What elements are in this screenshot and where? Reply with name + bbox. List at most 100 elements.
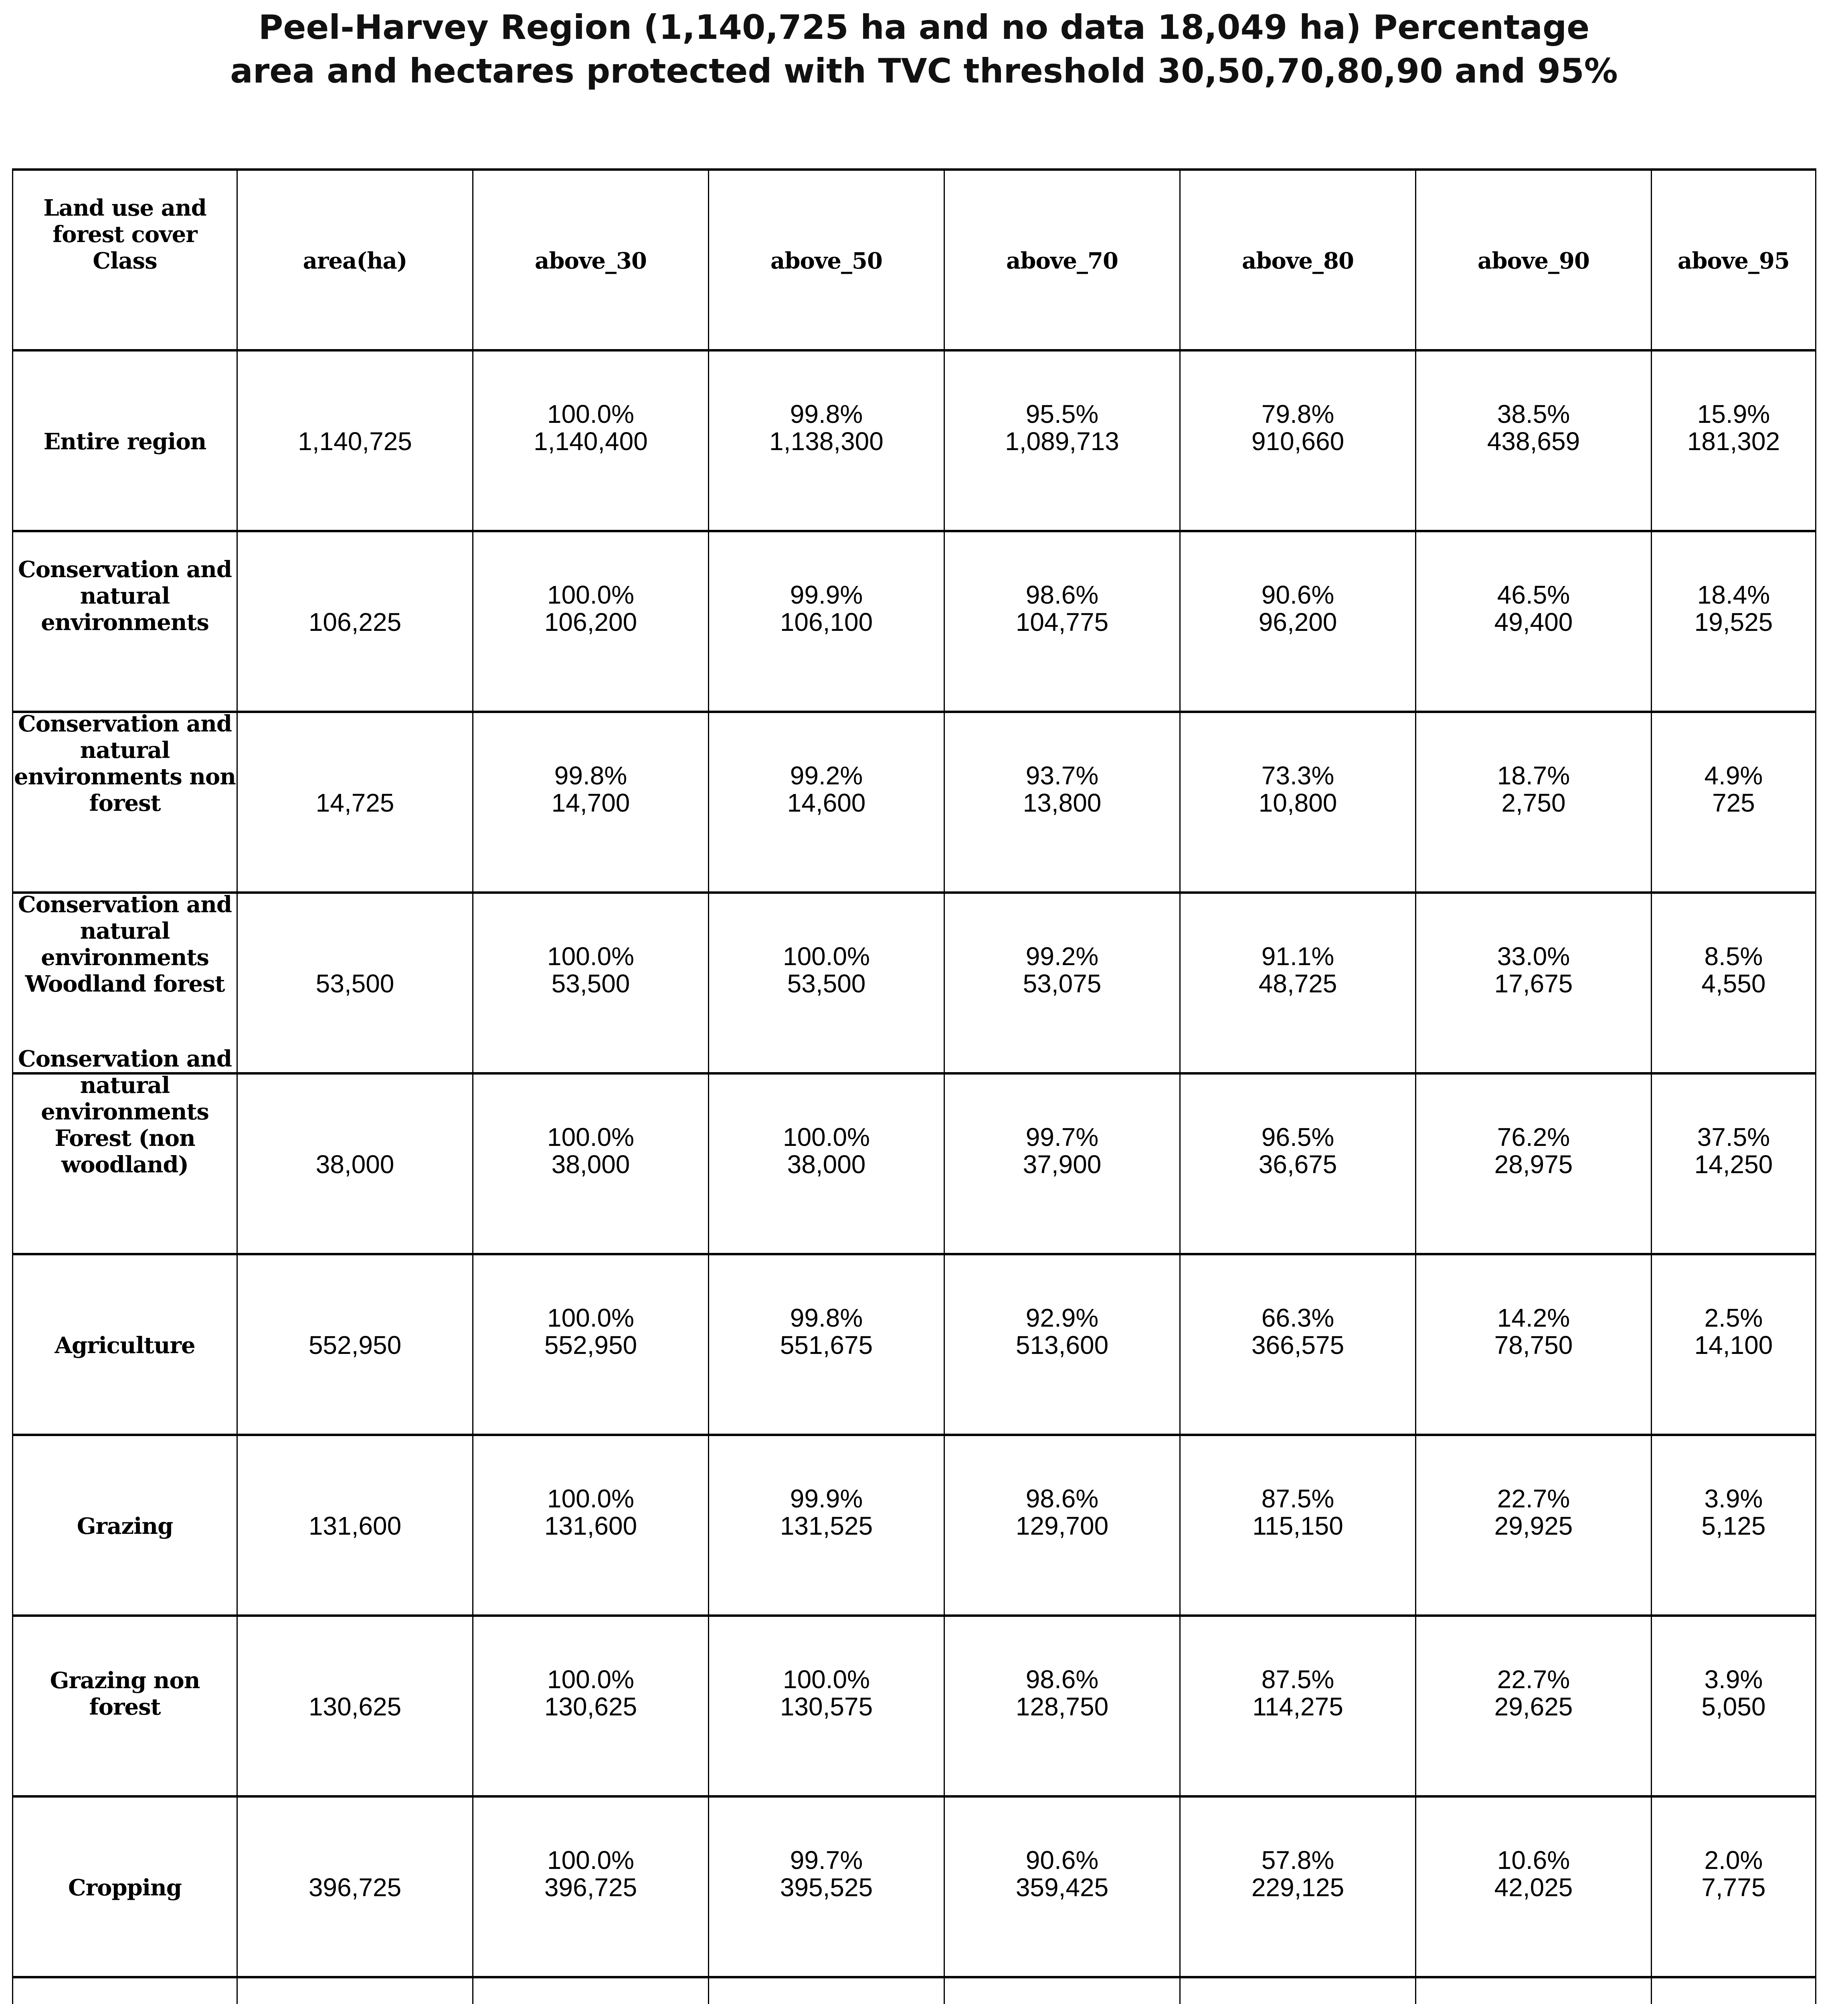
threshold-values-line: 910,660 (1251, 426, 1345, 456)
threshold-values-line: 53,500 (787, 969, 866, 998)
table-header: Land use and forest cover Class area(ha) abo… (12, 168, 1816, 352)
threshold-values: 99.8% 14,700 (473, 762, 708, 817)
table-row: Conservation and natural environments non f… (12, 711, 1816, 894)
threshold-values-line: 359,425 (1015, 1873, 1109, 1902)
threshold-values-line: 99.9% (790, 580, 863, 609)
threshold-cell: 95.5% 1,089,713 (944, 349, 1181, 532)
row-label-line: natural (80, 583, 170, 610)
row-label-line: Agriculture (55, 1332, 195, 1359)
threshold-values: 98.6% 129,700 (945, 1485, 1179, 1540)
threshold-values-line: 46.5% (1497, 580, 1570, 609)
page-title: Peel-Harvey Region (1,140,725 ha and no … (0, 6, 1848, 93)
column-header: above_95 (1651, 168, 1816, 352)
column-header-text: above_30 (473, 248, 708, 274)
area-value: 14,725 (238, 788, 472, 817)
row-label: Conservation and natural environments Woodl… (13, 891, 237, 997)
threshold-values: 95.5% 1,089,713 (945, 400, 1179, 456)
threshold-values-line: 76.2% (1497, 1122, 1570, 1151)
column-header-text: area(ha) (238, 248, 472, 274)
threshold-cell: 90.6% 96,200 (1179, 530, 1416, 713)
threshold-values-line: 1,140,400 (534, 426, 648, 456)
row-label-line: Conservation and (18, 711, 232, 737)
threshold-values: 73.3% 10,800 (1181, 762, 1415, 817)
threshold-values-line: 99.8% (554, 761, 627, 790)
column-header-text: Land use and forest cover Class (13, 195, 237, 274)
threshold-values-line: 100.0% (547, 1845, 635, 1875)
row-label-cell: Irrigation (12, 1976, 238, 2004)
row-label: Cropping (13, 1875, 237, 1901)
threshold-values-line: 106,200 (544, 607, 637, 636)
threshold-values: 18.7% 2,750 (1416, 762, 1651, 817)
threshold-values: 10.6% 42,025 (1416, 1845, 1651, 1901)
threshold-cell: 73.3% 10,800 (1179, 711, 1416, 894)
threshold-cell: 33.0% 17,675 (1415, 891, 1652, 1075)
threshold-values: 98.6% 104,775 (945, 581, 1179, 636)
threshold-values: 99.9% 131,525 (709, 1485, 944, 1540)
threshold-values-line: 131,525 (780, 1511, 873, 1540)
area-cell: 38,000 (237, 1072, 473, 1255)
row-label-cell: Conservation and natural environments Fores… (12, 1046, 238, 1255)
threshold-values: 33.0% 17,675 (1416, 943, 1651, 998)
threshold-values-line: 99.2% (790, 761, 863, 790)
threshold-values-line: 128,750 (1015, 1692, 1109, 1721)
row-label-cell: Conservation and natural environments (12, 530, 238, 713)
threshold-values: 100.0% 38,000 (473, 1123, 708, 1178)
threshold-values-line: 91.1% (1261, 941, 1334, 971)
threshold-cell: 87.5% 114,275 (1179, 1614, 1416, 1798)
area-value-line: 130,625 (308, 1692, 402, 1721)
threshold-cell: 100.0% 106,200 (472, 530, 709, 713)
column-header-text-line: above_70 (1006, 248, 1118, 275)
row-label: Agriculture (13, 1332, 237, 1359)
threshold-values-line: 53,075 (1023, 969, 1102, 998)
threshold-values: 3.9% 5,050 (1652, 1666, 1815, 1721)
threshold-values: 100.0% 130,575 (709, 1666, 944, 1721)
area-value: 552,950 (238, 1331, 472, 1359)
threshold-values-line: 10.6% (1497, 1845, 1570, 1875)
threshold-values-line: 100.0% (547, 399, 635, 428)
threshold-cell: 66.3% 366,575 (1179, 1253, 1416, 1436)
threshold-values-line: 57.8% (1261, 1845, 1334, 1875)
threshold-cell: 100.0% 130,575 (708, 1614, 945, 1798)
threshold-values: 38.5% 438,659 (1416, 400, 1651, 455)
threshold-values-line: 13,800 (1023, 788, 1102, 817)
area-value: 53,500 (238, 970, 472, 998)
row-label-line: environments (41, 1099, 209, 1125)
row-label-line: Conservation and (18, 891, 232, 918)
row-label-line: Conservation and (18, 556, 232, 583)
threshold-values-line: 14,100 (1694, 1330, 1773, 1360)
area-cell: 14,725 (237, 711, 473, 894)
column-header-text-line: Land use and (43, 195, 207, 222)
threshold-cell: 15.9% 181,302 (1651, 349, 1816, 532)
threshold-values-line: 100.0% (547, 1484, 635, 1513)
threshold-values-line: 114,275 (1252, 1692, 1343, 1721)
threshold-values: 99.7% 395,525 (709, 1846, 944, 1901)
threshold-cell: 22.7% 29,925 (1415, 1434, 1652, 1617)
threshold-values-line: 53,500 (551, 969, 630, 998)
row-label: Conservation and natural environments non f… (13, 711, 237, 816)
threshold-values: 100.0% 38,000 (709, 1123, 944, 1178)
threshold-values: 90.6% 359,425 (945, 1846, 1179, 1902)
table-row: Conservation and natural environments Woodl… (12, 891, 1816, 1075)
threshold-values-line: 1,089,713 (1005, 426, 1119, 456)
threshold-values-line: 48,725 (1258, 969, 1337, 998)
row-label: Entire region (13, 428, 237, 455)
threshold-values-line: 396,725 (544, 1873, 637, 1902)
threshold-cell: 100.0% 396,725 (472, 1795, 709, 1978)
threshold-values-line: 4,550 (1701, 969, 1766, 998)
threshold-values-line: 15.9% (1697, 399, 1770, 428)
threshold-cell: 3.9% 5,125 (1651, 1434, 1816, 1617)
threshold-values-line: 106,100 (780, 607, 873, 636)
column-header-text: above_80 (1181, 248, 1415, 274)
threshold-values-line: 19,525 (1694, 607, 1773, 636)
threshold-values: 99.8% 551,675 (709, 1304, 944, 1360)
column-header-text: above_50 (709, 248, 944, 274)
area-value-line: 14,725 (315, 788, 394, 817)
threshold-values: 100.0% 53,500 (709, 943, 944, 998)
threshold-cell: 99.2% 53,075 (944, 891, 1181, 1075)
threshold-values: 46.5% 49,400 (1416, 580, 1651, 636)
threshold-values-line: 131,600 (544, 1511, 637, 1540)
threshold-values-line: 551,675 (780, 1330, 873, 1360)
threshold-cell: 18.7% 2,750 (1415, 711, 1652, 894)
area-value: 131,600 (238, 1512, 472, 1540)
row-label-cell: Grazing (12, 1434, 238, 1617)
